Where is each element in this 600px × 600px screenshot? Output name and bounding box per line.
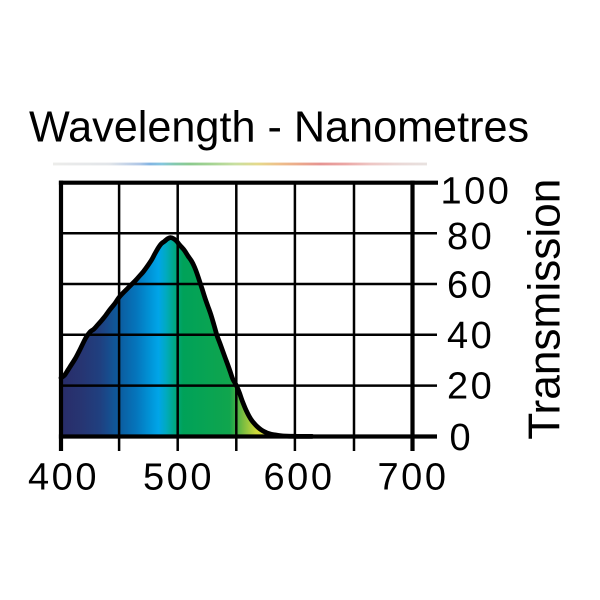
svg-text:400: 400: [28, 456, 99, 498]
svg-text:40: 40: [447, 315, 494, 357]
svg-text:20: 20: [447, 365, 494, 407]
svg-text:Transmission: Transmission: [520, 179, 569, 440]
svg-text:80: 80: [447, 216, 494, 258]
svg-text:0: 0: [450, 417, 474, 459]
svg-text:500: 500: [143, 456, 214, 498]
svg-text:600: 600: [264, 456, 335, 498]
svg-text:Wavelength - Nanometres: Wavelength - Nanometres: [29, 104, 529, 152]
svg-text:60: 60: [447, 265, 494, 307]
svg-text:100: 100: [441, 171, 512, 213]
svg-text:700: 700: [378, 456, 449, 498]
